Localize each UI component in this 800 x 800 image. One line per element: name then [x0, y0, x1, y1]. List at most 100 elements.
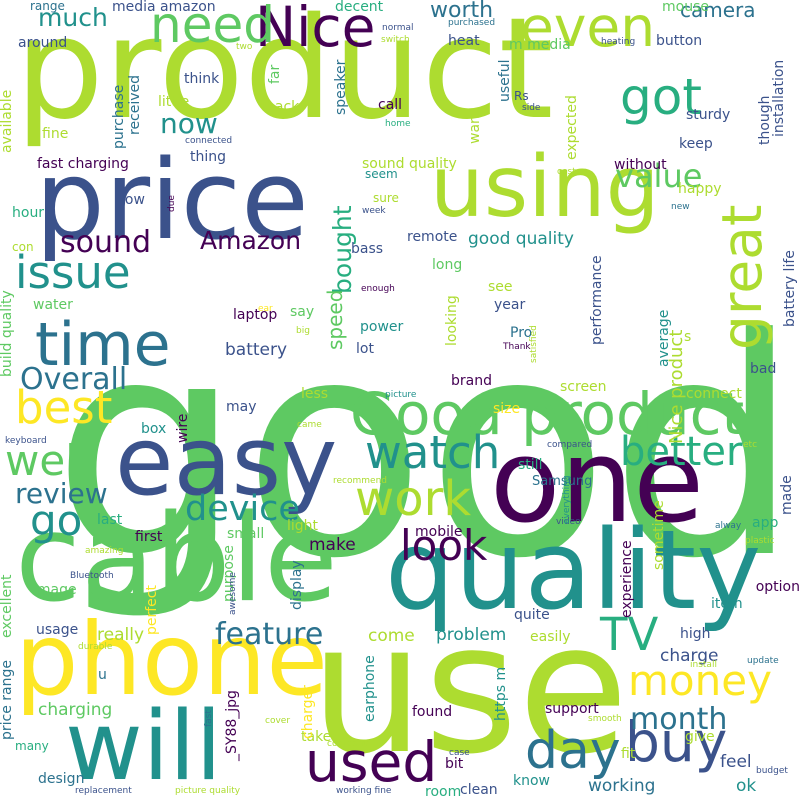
word: battery: [225, 340, 288, 360]
word: side: [522, 103, 541, 113]
word: great: [710, 204, 774, 350]
word: seem: [365, 167, 398, 181]
word: though: [757, 95, 773, 145]
word: even: [520, 0, 656, 59]
word: wire: [175, 413, 191, 443]
word: come: [368, 626, 415, 646]
word: watch: [365, 426, 501, 479]
word: much: [38, 3, 108, 32]
word: display: [289, 560, 305, 610]
word: sure: [373, 191, 399, 205]
word: picture: [385, 390, 417, 400]
word: value: [615, 157, 703, 195]
word: speed: [323, 289, 347, 350]
word: best: [15, 381, 113, 434]
word: bass: [351, 241, 384, 257]
word: problem: [436, 625, 507, 645]
word: using: [430, 138, 660, 237]
word: remote: [407, 229, 458, 245]
word: normal: [382, 23, 414, 33]
word: _SY88_jpg: [224, 690, 240, 761]
word: time: [35, 310, 171, 380]
word: product: [15, 0, 554, 151]
word: case: [449, 748, 470, 758]
word: bad: [750, 361, 777, 377]
word: month: [630, 702, 728, 737]
word: available: [0, 89, 15, 153]
word: performance: [589, 255, 605, 345]
word: charge: [660, 646, 719, 666]
word: buy: [625, 710, 728, 774]
word: far: [267, 64, 283, 84]
word: room: [425, 784, 462, 800]
word: review: [15, 477, 108, 510]
word: item: [711, 596, 743, 612]
word: connect: [686, 386, 742, 402]
word: useful: [497, 59, 513, 102]
word: big: [296, 326, 310, 336]
word: purchased: [448, 18, 496, 28]
word: camera: [680, 0, 756, 22]
word: due: [167, 195, 177, 212]
word: installation: [771, 59, 787, 137]
word: need: [150, 0, 275, 54]
word: look: [400, 521, 488, 570]
word: heat: [448, 33, 480, 49]
word: sound: [60, 225, 152, 260]
word: mouse: [662, 0, 709, 15]
word: price range: [0, 659, 15, 740]
word: sturdy: [686, 107, 731, 123]
word: https m: [493, 666, 509, 721]
word: good: [52, 275, 800, 624]
word: low: [121, 192, 145, 208]
word: picture quality: [175, 786, 241, 796]
word: satisfied: [529, 325, 539, 363]
word: make: [309, 535, 356, 555]
word: last: [97, 512, 123, 528]
word: money: [628, 656, 772, 705]
word: con: [12, 240, 34, 254]
word: less: [301, 386, 329, 402]
word: around: [18, 35, 68, 51]
word: water: [33, 297, 73, 313]
word: back: [266, 99, 300, 115]
word: image: [33, 582, 77, 598]
word: take: [301, 729, 332, 745]
word: power: [360, 319, 404, 335]
word: charging: [38, 700, 113, 720]
word: app: [752, 515, 779, 531]
word: still: [518, 457, 543, 473]
word: awesome: [228, 572, 238, 615]
word: issue: [15, 246, 131, 299]
word: keep: [679, 136, 713, 152]
word: working fine: [336, 786, 392, 796]
word: video: [556, 517, 581, 527]
word: button: [656, 33, 703, 49]
word: plastic: [745, 536, 775, 546]
word: year: [494, 297, 526, 313]
word: connected: [185, 136, 233, 146]
word: many: [15, 739, 49, 753]
word: fine: [42, 126, 69, 142]
word: long: [432, 257, 463, 273]
word: received: [127, 74, 143, 135]
word: compared: [547, 440, 593, 450]
word: better: [620, 429, 743, 475]
word: well: [5, 436, 89, 485]
word: earphone: [362, 655, 378, 722]
word: give: [685, 729, 715, 745]
word: fast: [204, 710, 214, 727]
word: Amazon: [200, 226, 302, 255]
word: feel: [720, 752, 752, 772]
word: everything: [562, 475, 572, 524]
word: decent: [335, 0, 384, 15]
word: Good product: [350, 380, 745, 448]
word: fast charging: [37, 156, 129, 172]
word: replacement: [75, 786, 132, 796]
word: company: [327, 739, 369, 749]
word: Overall: [20, 362, 128, 397]
word: see: [488, 279, 513, 295]
word: Nice: [255, 0, 376, 59]
word: made: [779, 475, 795, 515]
